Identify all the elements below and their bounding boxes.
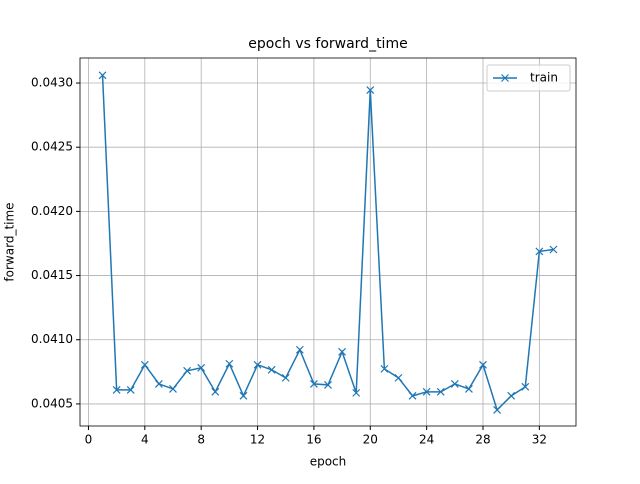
marker <box>535 247 544 256</box>
marker <box>521 382 530 391</box>
x-tick-label: 12 <box>250 433 265 447</box>
y-tick-label: 0.0430 <box>31 76 73 90</box>
marker <box>309 379 318 388</box>
legend-label: train <box>530 71 558 85</box>
plot-frame <box>79 57 577 427</box>
marker <box>464 384 473 393</box>
marker <box>183 366 192 375</box>
marker <box>281 373 290 382</box>
marker <box>324 381 332 389</box>
marker <box>295 345 304 354</box>
y-axis-label: forward_time <box>3 202 17 281</box>
marker <box>126 386 135 394</box>
marker <box>169 384 177 393</box>
marker <box>493 406 502 414</box>
marker <box>253 360 262 369</box>
x-tick-label: 24 <box>419 433 434 447</box>
chart-title: epoch vs forward_time <box>248 36 407 52</box>
x-tick-label: 8 <box>197 433 205 447</box>
marker <box>408 391 417 400</box>
y-tick-label: 0.0415 <box>31 268 73 282</box>
marker <box>211 387 220 396</box>
marker <box>140 360 149 369</box>
x-tick-label: 0 <box>85 433 93 447</box>
marker <box>549 245 558 254</box>
x-axis-label: epoch <box>310 455 347 469</box>
x-tick-label: 28 <box>475 433 490 447</box>
marker <box>154 379 163 388</box>
marker <box>225 359 234 368</box>
y-tick-label: 0.0420 <box>31 204 73 218</box>
marker <box>450 379 459 388</box>
legend-box <box>486 64 571 92</box>
y-tick-label: 0.0410 <box>31 332 73 346</box>
marker <box>239 391 248 400</box>
marker <box>338 347 347 356</box>
y-tick-label: 0.0425 <box>31 140 73 154</box>
x-tick-label: 16 <box>306 433 321 447</box>
marker <box>422 387 431 396</box>
x-tick-label: 32 <box>532 433 547 447</box>
x-tick-label: 20 <box>363 433 378 447</box>
marker <box>267 365 276 374</box>
marker <box>479 360 487 369</box>
marker <box>197 363 206 372</box>
marker <box>366 86 375 95</box>
marker <box>394 373 403 382</box>
legend-marker <box>501 74 509 82</box>
y-tick-label: 0.0405 <box>31 396 73 410</box>
marker <box>112 386 121 394</box>
marker <box>352 388 361 397</box>
marker <box>380 364 389 373</box>
marker <box>98 71 107 80</box>
x-tick-label: 4 <box>141 433 149 447</box>
marker <box>507 391 516 400</box>
marker <box>436 387 445 396</box>
